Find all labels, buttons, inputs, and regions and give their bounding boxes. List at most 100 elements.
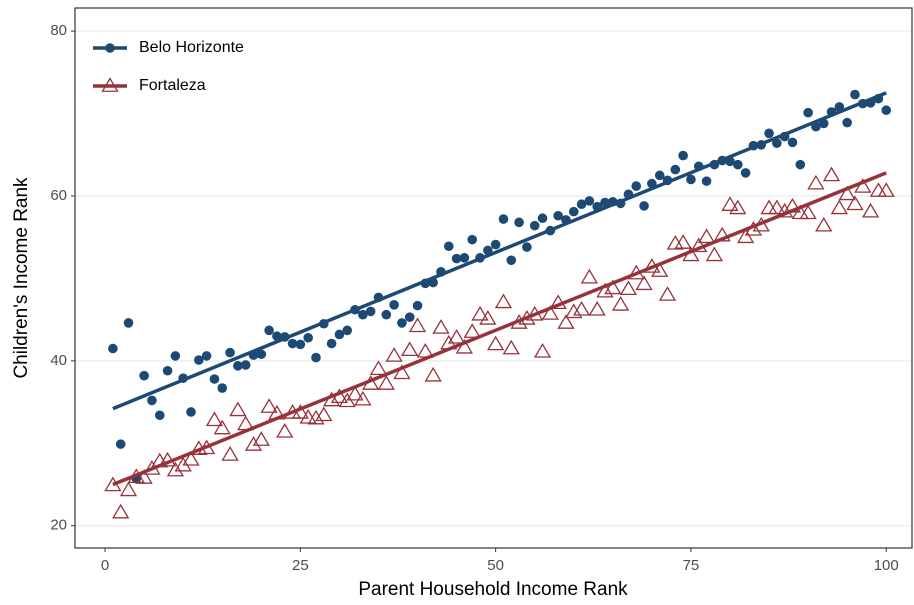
point	[807, 174, 825, 190]
point	[170, 351, 181, 361]
point	[209, 374, 220, 384]
legend-marker	[101, 77, 119, 92]
point	[861, 202, 880, 218]
point	[389, 299, 399, 310]
point	[877, 182, 895, 197]
point	[311, 352, 321, 363]
point	[580, 268, 599, 284]
point	[740, 168, 751, 178]
point	[272, 331, 282, 341]
point	[651, 262, 669, 277]
point	[334, 329, 345, 340]
point	[768, 199, 786, 215]
point	[295, 339, 306, 350]
x-tick-label: 0	[101, 557, 109, 574]
point	[201, 351, 212, 361]
point	[108, 343, 118, 354]
point	[354, 390, 372, 406]
point	[217, 383, 228, 393]
point	[447, 328, 466, 344]
point	[377, 375, 395, 390]
point	[443, 241, 454, 252]
point	[404, 312, 415, 322]
point	[635, 275, 653, 291]
point	[225, 347, 235, 358]
point	[123, 318, 134, 328]
point	[803, 107, 813, 118]
x-tick-label: 100	[874, 557, 899, 574]
point	[506, 255, 517, 266]
point	[240, 360, 251, 370]
point	[342, 325, 353, 336]
point	[287, 338, 298, 349]
point	[233, 361, 243, 371]
x-tick-label: 75	[683, 557, 700, 574]
point	[830, 199, 848, 215]
point	[701, 176, 712, 186]
point	[315, 406, 333, 422]
point	[541, 305, 559, 320]
point	[205, 411, 224, 427]
point	[401, 341, 419, 357]
point	[166, 461, 185, 477]
y-tick-label: 60	[50, 187, 67, 204]
x-axis-title: Parent Household Income Rank	[358, 579, 628, 600]
point	[463, 323, 481, 338]
point	[576, 199, 587, 210]
y-tick-label: 80	[50, 22, 67, 39]
point	[533, 343, 552, 358]
point	[432, 319, 450, 334]
point	[307, 409, 325, 425]
point	[674, 234, 692, 249]
point	[764, 128, 774, 139]
point	[854, 178, 872, 193]
point	[381, 309, 392, 320]
point	[276, 422, 294, 438]
point	[326, 338, 337, 349]
point	[385, 347, 403, 362]
x-tick-label: 50	[487, 557, 504, 574]
point	[471, 305, 489, 321]
point	[842, 117, 852, 128]
plot-background	[75, 8, 912, 548]
point	[182, 451, 200, 466]
point	[822, 166, 841, 182]
point	[299, 408, 317, 424]
point	[799, 204, 817, 220]
point	[619, 280, 638, 296]
point	[467, 234, 478, 245]
point	[494, 293, 513, 309]
fit-line	[112, 171, 887, 487]
point	[678, 150, 688, 161]
point	[455, 338, 474, 354]
point	[772, 138, 782, 149]
point	[229, 401, 247, 417]
legend-text: Belo Horizonte	[139, 39, 244, 56]
point	[479, 310, 497, 325]
point	[221, 446, 239, 461]
point	[459, 253, 470, 263]
point	[787, 137, 798, 148]
point	[658, 286, 677, 301]
y-axis-title: Children's Income Rank	[11, 177, 32, 379]
point	[256, 349, 267, 360]
legend-marker	[105, 43, 115, 53]
point	[264, 325, 274, 336]
point	[588, 300, 606, 316]
point	[451, 253, 462, 264]
point	[194, 355, 204, 365]
point	[729, 199, 747, 215]
point	[147, 395, 157, 406]
point	[303, 332, 313, 343]
point	[424, 366, 442, 382]
point	[557, 314, 575, 329]
point	[846, 195, 864, 211]
point	[572, 300, 591, 316]
y-tick-label: 40	[50, 352, 67, 369]
point	[733, 159, 743, 170]
point	[522, 242, 532, 252]
point	[502, 339, 520, 355]
point	[529, 220, 540, 231]
point	[596, 282, 614, 298]
